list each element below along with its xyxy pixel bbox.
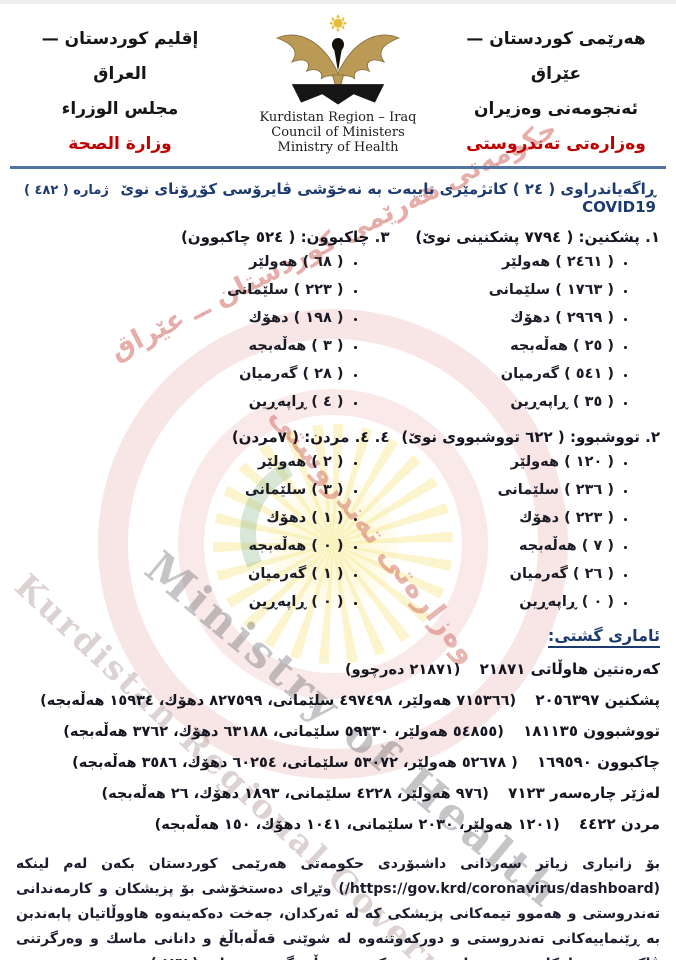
overall-statistics-heading: ئاماری گشتی: bbox=[547, 626, 660, 648]
list-item: ( ١٧٦٣ ) سلێمانی bbox=[396, 276, 614, 304]
letterhead-center-block: Kurdistan Region – Iraq Council of Minis… bbox=[226, 14, 450, 155]
summary-label: مردن ٤٤٢٢ bbox=[579, 815, 660, 833]
section-infected: ٢. تووشبوو: ( ٦٢٢ تووشبووی نوێ) ( ١٢٠ ) … bbox=[390, 420, 660, 616]
list-item: ( ٢٨ ) گەرمیان bbox=[22, 360, 343, 388]
section-deaths-heading: ٤. ٤. مردن: ( ٧مردن) bbox=[231, 428, 390, 446]
summary-label: لەژێر چارەسەر ٧١٢٣ bbox=[508, 784, 660, 802]
emblem-ribbon bbox=[291, 84, 385, 105]
emblem-eagle-head bbox=[331, 38, 345, 72]
section-recovered-list: ( ٦٨ ) هەولێر( ٢٢٣ ) سلێمانی( ١٩٨ ) دهۆك… bbox=[22, 248, 390, 416]
list-item: ( ١ ) دهۆك bbox=[22, 504, 343, 532]
document-title: ڕاگەیاندراوی ( ٢٤ ) کاتژمێری تایبەت بە ن… bbox=[120, 180, 656, 216]
section-tests-list: ( ٢٤٦١ ) هەولێر( ١٧٦٣ ) سلێمانی( ٢٩٦٩ ) … bbox=[396, 248, 660, 416]
letterhead-arabic-block: إقليم كوردستان — العراق مجلس الوزراء وزا… bbox=[14, 14, 226, 162]
summary-row-quarantine: كەرەنتین هاوڵاتی ٢١٨٧١ (٢١٨٧١ دەرچوو) bbox=[16, 654, 660, 685]
list-item: ( ٠ ) هەڵەبجە bbox=[22, 532, 343, 560]
section-recovered: ٣. چاکبوون: ( ٥٢٤ چاکبوون) ( ٦٨ ) هەولێر… bbox=[16, 220, 390, 416]
summary-row-deaths: مردن ٤٤٢٢ (١٢٠١ هەولێر، ٢٠٣٠ سلێمانی، ١٠… bbox=[16, 809, 660, 840]
list-item: ( ١٩٨ ) دهۆك bbox=[22, 304, 344, 332]
section-infected-list: ( ١٢٠ ) هەولێر( ٢٣٦ ) سلێمانی( ٢٢٣ ) دهۆ… bbox=[396, 448, 660, 616]
section-infected-heading: ٢. تووشبوو: ( ٦٢٢ تووشبووی نوێ) bbox=[401, 428, 660, 446]
list-item: ( ٣٥ ) ڕاپەڕین bbox=[396, 388, 614, 416]
list-item: ( ٢٦ ) گەرمیان bbox=[396, 560, 614, 588]
statistics-sections: ١. پشکنین: ( ٧٧٩٤ پشکنینی نوێ) ( ٢٤٦١ ) … bbox=[0, 218, 676, 616]
section-deaths: ٤. ٤. مردن: ( ٧مردن) ( ٢ ) هەولێر( ٣ ) س… bbox=[16, 420, 390, 616]
section-tests-heading: ١. پشکنین: ( ٧٧٩٤ پشکنینی نوێ) bbox=[415, 228, 660, 246]
summary-label: تووشبوون ١٨١١٣٥ bbox=[523, 722, 660, 740]
section-tests: ١. پشکنین: ( ٧٧٩٤ پشکنینی نوێ) ( ٢٤٦١ ) … bbox=[390, 220, 660, 416]
list-item: ( ٥٤١ ) گەرمیان bbox=[396, 360, 614, 388]
letterhead: إقليم كوردستان — العراق مجلس الوزراء وزا… bbox=[0, 4, 676, 162]
summary-detail: (٩٧٦ هەولێر، ٤٢٢٨ سلێمانی، ١٨٩٣ دهۆك، ٢٦… bbox=[101, 786, 489, 802]
emblem-sun bbox=[328, 14, 348, 33]
list-item: ( ٢٤٦١ ) هەولێر bbox=[396, 248, 614, 276]
document-number: ژمارە ( ٤٨٢ ) bbox=[24, 183, 109, 198]
summary-row-tests: پشکنین ٢٠٥٦٣٩٧ (٧١٥٣٦٦ هەولێر، ٤٩٧٤٩٨ سل… bbox=[16, 685, 660, 716]
krg-eagle-emblem-icon bbox=[275, 14, 401, 105]
list-item: ( ٢٢٣ ) سلێمانی bbox=[22, 276, 343, 304]
kurdish-line-3: وەزارەتی تەندروستی bbox=[466, 134, 646, 154]
summary-row-recovered: چاکبوون ١٦٩٥٩٠ ( ٥٢٦٧٨ هەولێر، ٥٣٠٧٢ سلێ… bbox=[16, 747, 660, 778]
summary-label: پشکنین ٢٠٥٦٣٩٧ bbox=[535, 691, 660, 709]
summary-detail: ( ٥٢٦٧٨ هەولێر، ٥٣٠٧٢ سلێمانی، ٦٠٢٥٤ دهۆ… bbox=[72, 755, 518, 771]
summary-label: چاکبوون ١٦٩٥٩٠ bbox=[537, 753, 660, 771]
list-item: ( ٢٥ ) هەڵەبجە bbox=[396, 332, 614, 360]
list-item: ( ٠ ) ڕاپەڕین bbox=[396, 588, 614, 616]
list-item: ( ٦٨ ) هەولێر bbox=[22, 248, 343, 276]
english-line-2: Council of Ministers bbox=[271, 125, 405, 140]
section-recovered-heading: ٣. چاکبوون: ( ٥٢٤ چاکبوون) bbox=[180, 228, 390, 246]
list-item: ( ٢٣٦ ) سلێمانی bbox=[396, 476, 614, 504]
list-item: ( ٣ ) سلێمانی bbox=[22, 476, 344, 504]
summary-detail: (٢١٨٧١ دەرچوو) bbox=[344, 662, 461, 678]
english-line-3: Ministry of Health bbox=[277, 140, 399, 155]
arabic-line-3: وزارة الصحة bbox=[68, 134, 172, 154]
kurdish-line-2: ئەنجومەنی وەزیران bbox=[473, 99, 638, 119]
kurdish-line-1: هەرێمی کوردستان — عێراق bbox=[466, 29, 646, 84]
header-divider-line bbox=[10, 166, 666, 169]
summary-detail: (٧١٥٣٦٦ هەولێر، ٤٩٧٤٩٨ سلێمانی، ٨٢٧٥٩٩ د… bbox=[40, 693, 517, 709]
list-item: ( ٠ ) ڕاپەڕین bbox=[22, 588, 344, 616]
title-row: ڕاگەیاندراوی ( ٢٤ ) کاتژمێری تایبەت بە ن… bbox=[0, 169, 676, 218]
list-item: ( ٢ ) هەولێر bbox=[22, 448, 344, 476]
list-item: ( ٧ ) هەڵەبجە bbox=[396, 532, 614, 560]
overall-statistics: ئاماری گشتی: كەرەنتین هاوڵاتی ٢١٨٧١ (٢١٨… bbox=[0, 616, 676, 840]
arabic-line-2: مجلس الوزراء bbox=[61, 99, 179, 119]
list-item: ( ٢٩٦٩ ) دهۆك bbox=[396, 304, 614, 332]
section-deaths-list: ( ٢ ) هەولێر( ٣ ) سلێمانی( ١ ) دهۆك( ٠ )… bbox=[22, 448, 390, 616]
summary-row-infected: تووشبوون ١٨١١٣٥ (٥٤٨٥٥ هەولێر، ٥٩٣٣٠ سلێ… bbox=[16, 716, 660, 747]
emblem-wings bbox=[275, 34, 401, 97]
summary-detail: (١٢٠١ هەولێر، ٢٠٣٠ سلێمانی، ١٠٤١ دهۆك، ١… bbox=[154, 817, 560, 833]
list-item: ( ٢٢٣ ) دهۆك bbox=[396, 504, 614, 532]
arabic-line-1: إقليم كوردستان — العراق bbox=[41, 29, 199, 84]
letterhead-kurdish-block: هەرێمی کوردستان — عێراق ئەنجومەنی وەزیرا… bbox=[450, 14, 662, 162]
list-item: ( ٣ ) هەڵەبجە bbox=[22, 332, 343, 360]
list-item: ( ٤ ) ڕاپەڕین bbox=[22, 388, 344, 416]
english-line-1: Kurdistan Region – Iraq bbox=[259, 110, 417, 125]
summary-detail: (٥٤٨٥٥ هەولێر، ٥٩٣٣٠ سلێمانی، ٦٣١٨٨ دهۆك… bbox=[63, 724, 504, 740]
summary-row-under-treatment: لەژێر چارەسەر ٧١٢٣ (٩٧٦ هەولێر، ٤٢٢٨ سلێ… bbox=[16, 778, 660, 809]
list-item: ( ١ ) گەرمیان bbox=[22, 560, 344, 588]
summary-label: كەرەنتین هاوڵاتی ٢١٨٧١ bbox=[479, 660, 660, 678]
advisory-paragraph: بۆ زانیاری زیاتر سەردانی داشبۆردی حکومەت… bbox=[16, 856, 660, 960]
list-item: ( ١٢٠ ) هەولێر bbox=[396, 448, 614, 476]
